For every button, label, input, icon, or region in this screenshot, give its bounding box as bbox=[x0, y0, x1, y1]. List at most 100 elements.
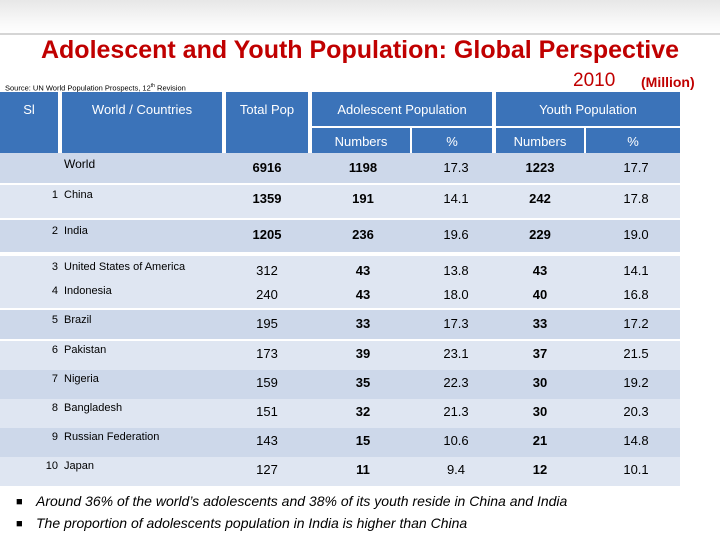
row-youth-percent: 19.0 bbox=[623, 227, 649, 242]
row-total: 151 bbox=[256, 404, 278, 419]
year-label: 2010 bbox=[573, 70, 616, 91]
row-sl: 6 bbox=[51, 344, 58, 356]
header-youth-label: Youth Population bbox=[539, 101, 637, 117]
band-world bbox=[0, 153, 680, 183]
row-sl: 5 bbox=[51, 314, 58, 326]
row-youth-percent: 14.1 bbox=[623, 263, 649, 278]
row-adolescent-numbers: 15 bbox=[355, 433, 371, 448]
row-adolescent-numbers: 35 bbox=[355, 375, 371, 390]
row-youth-numbers: 30 bbox=[532, 404, 548, 419]
row-total: 195 bbox=[256, 316, 278, 331]
header-sl-label: Sl bbox=[23, 102, 35, 117]
source-superscript: th bbox=[150, 83, 155, 89]
row-total: 6916 bbox=[252, 160, 282, 175]
row-adolescent-numbers: 43 bbox=[355, 287, 371, 302]
band-usa-indonesia bbox=[0, 256, 680, 308]
row-total: 1359 bbox=[252, 191, 282, 206]
row-youth-numbers: 229 bbox=[529, 227, 551, 242]
row-youth-percent: 16.8 bbox=[623, 287, 649, 302]
row-name: United States of America bbox=[64, 261, 186, 273]
row-name: Bangladesh bbox=[64, 402, 123, 414]
row-sl: 9 bbox=[51, 431, 58, 443]
unit-label: (Million) bbox=[641, 74, 695, 90]
header-adolescent: Adolescent Population bbox=[312, 92, 492, 126]
row-adolescent-numbers: 236 bbox=[352, 227, 374, 242]
row-total: 240 bbox=[256, 287, 278, 302]
row-total: 143 bbox=[256, 433, 278, 448]
row-adolescent-percent: 13.8 bbox=[443, 263, 469, 278]
row-youth-percent: 10.1 bbox=[623, 462, 649, 477]
row-youth-numbers: 1223 bbox=[525, 160, 555, 175]
band-china bbox=[0, 185, 680, 218]
bullet-text: The proportion of adolescents population… bbox=[36, 515, 468, 531]
row-sl: 1 bbox=[51, 189, 58, 201]
row-adolescent-percent: 19.6 bbox=[443, 227, 469, 242]
row-sl: 7 bbox=[51, 373, 58, 385]
row-adolescent-numbers: 33 bbox=[355, 316, 371, 331]
row-youth-percent: 20.3 bbox=[623, 404, 649, 419]
header-sl: Sl bbox=[0, 92, 58, 156]
square-bullet-icon: ■ bbox=[16, 518, 23, 530]
row-adolescent-percent: 23.1 bbox=[443, 346, 469, 361]
row-adolescent-percent: 9.4 bbox=[446, 462, 466, 477]
bullet-text: Around 36% of the world’s adolescents an… bbox=[36, 493, 568, 509]
row-adolescent-percent: 22.3 bbox=[443, 375, 469, 390]
band-russia bbox=[0, 428, 680, 457]
row-name: China bbox=[64, 189, 93, 201]
row-name: Pakistan bbox=[64, 344, 107, 356]
row-adolescent-percent: 14.1 bbox=[443, 191, 469, 206]
band-india bbox=[0, 220, 680, 252]
row-total: 1205 bbox=[252, 227, 282, 242]
row-sl: 8 bbox=[51, 402, 58, 414]
square-bullet-icon: ■ bbox=[16, 496, 23, 508]
row-youth-numbers: 242 bbox=[529, 191, 551, 206]
header-country: World / Countries bbox=[62, 92, 222, 156]
header-adolescent-percent: % bbox=[412, 126, 492, 155]
band-brazil bbox=[0, 310, 680, 339]
row-sl: 10 bbox=[45, 460, 58, 472]
row-adolescent-percent: 17.3 bbox=[443, 316, 469, 331]
row-adolescent-numbers: 11 bbox=[356, 462, 370, 477]
row-total: 312 bbox=[256, 263, 278, 278]
row-name: World bbox=[64, 157, 96, 171]
source-text: Source: UN World Population Prospects, 1… bbox=[5, 83, 151, 93]
row-name: India bbox=[64, 225, 88, 237]
row-youth-numbers: 12 bbox=[532, 462, 548, 477]
row-youth-numbers: 33 bbox=[532, 316, 548, 331]
row-youth-numbers: 37 bbox=[532, 346, 548, 361]
header-adolescent-numbers-label: Numbers bbox=[334, 134, 388, 149]
row-youth-percent: 17.2 bbox=[623, 316, 649, 331]
row-adolescent-percent: 21.3 bbox=[443, 404, 469, 419]
row-name: Brazil bbox=[64, 314, 92, 326]
header-adolescent-percent-label: % bbox=[446, 134, 458, 149]
row-adolescent-percent: 10.6 bbox=[443, 433, 469, 448]
row-name: Indonesia bbox=[64, 285, 112, 297]
header-youth-percent: % bbox=[586, 126, 680, 155]
header-youth: Youth Population bbox=[496, 92, 680, 126]
row-adolescent-numbers: 191 bbox=[352, 191, 374, 206]
row-youth-numbers: 40 bbox=[532, 287, 548, 302]
row-adolescent-numbers: 43 bbox=[355, 263, 371, 278]
row-adolescent-numbers: 1198 bbox=[348, 160, 378, 175]
row-sl: 2 bbox=[51, 225, 58, 237]
bullet-item: ■ The proportion of adolescents populatio… bbox=[16, 513, 567, 535]
header-total: Total Pop bbox=[226, 92, 308, 156]
row-adolescent-percent: 17.3 bbox=[443, 160, 469, 175]
band-japan bbox=[0, 457, 680, 486]
header-youth-numbers: Numbers bbox=[496, 126, 584, 155]
header-adolescent-numbers: Numbers bbox=[312, 126, 410, 155]
top-banner bbox=[0, 0, 720, 34]
row-name: Russian Federation bbox=[64, 431, 160, 443]
row-youth-numbers: 43 bbox=[532, 263, 548, 278]
row-total: 127 bbox=[256, 462, 278, 477]
row-youth-percent: 17.8 bbox=[623, 191, 649, 206]
bullet-list: ■ Around 36% of the world’s adolescents a… bbox=[16, 491, 567, 535]
banner-divider bbox=[0, 33, 720, 35]
header-total-label: Total Pop bbox=[239, 102, 295, 117]
band-bangladesh bbox=[0, 399, 680, 428]
row-total: 159 bbox=[256, 375, 278, 390]
band-nigeria bbox=[0, 370, 680, 399]
source-note: Source: UN World Population Prospects, 1… bbox=[5, 83, 186, 93]
band-pakistan bbox=[0, 341, 680, 370]
row-youth-percent: 21.5 bbox=[623, 346, 649, 361]
